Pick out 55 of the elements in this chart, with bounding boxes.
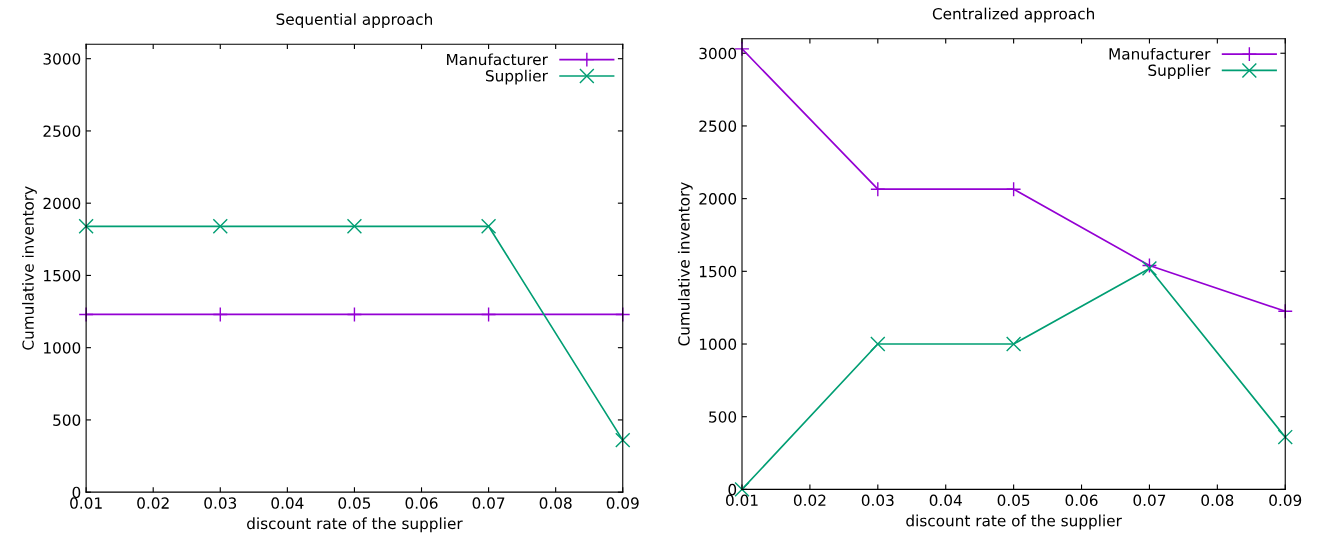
y-tick-label: 1500 (44, 269, 81, 282)
point (480, 218, 497, 234)
chart-title: Sequential approach (276, 13, 433, 28)
y-tick-label: 1000 (44, 342, 81, 354)
point (615, 432, 631, 448)
chart-title: Centralized approach (932, 7, 1094, 23)
point (1005, 181, 1022, 197)
legend-label: Supplier (485, 69, 548, 85)
x-tick-label: 0.07 (472, 497, 505, 509)
point (212, 306, 228, 323)
y-tick-label: 2500 (43, 125, 81, 137)
y-tick-label: 1000 (699, 338, 737, 351)
point (1005, 336, 1022, 352)
legend-label: Supplier (1148, 64, 1211, 79)
y-tick-label: 2000 (699, 193, 737, 205)
y-tick-label: 2500 (699, 120, 737, 132)
x-tick-label: 0.02 (793, 494, 826, 507)
x-tick-label: 0.04 (271, 497, 304, 509)
x-tick-label: 0.01 (726, 494, 758, 507)
y-tick-label: 500 (53, 414, 81, 426)
point (78, 218, 94, 234)
y-axis-title: Cumulative inventory (22, 186, 37, 350)
point (212, 218, 228, 234)
legend-label: Manufacturer (447, 53, 548, 66)
x-axis-title: discount rate of the supplier (906, 514, 1122, 530)
y-axis-title: Cumulative inventory (677, 182, 693, 346)
x-tick-label: 0.07 (1133, 494, 1166, 507)
x-tick-label: 0.09 (606, 497, 639, 509)
y-tick-label: 3000 (699, 47, 737, 60)
point (480, 306, 497, 323)
point (1277, 429, 1293, 445)
x-tick-label: 0.03 (861, 494, 894, 507)
point (346, 306, 363, 323)
y-tick-label: 500 (709, 411, 737, 423)
y-tick-label: 2000 (43, 197, 81, 210)
x-tick-label: 0.05 (338, 497, 371, 509)
x-tick-label: 0.03 (204, 497, 237, 509)
x-tick-label: 0.08 (1201, 494, 1234, 507)
x-tick-label: 0.02 (137, 497, 169, 509)
x-tick-label: 0.09 (1269, 494, 1302, 507)
y-tick-label: 0 (728, 483, 737, 496)
y-tick-label: 0 (72, 486, 81, 499)
x-axis-title: discount rate of the supplier (247, 517, 463, 533)
x-tick-label: 0.01 (70, 497, 102, 509)
point (870, 336, 886, 352)
legend-label: Manufacturer (1109, 47, 1211, 60)
y-tick-label: 1500 (699, 265, 737, 278)
point (346, 218, 363, 234)
x-tick-label: 0.08 (539, 497, 572, 509)
point (870, 181, 886, 197)
y-tick-label: 3000 (43, 53, 81, 65)
x-tick-label: 0.05 (997, 494, 1030, 507)
x-tick-label: 0.04 (929, 494, 962, 507)
x-tick-label: 0.06 (405, 497, 438, 509)
x-tick-label: 0.06 (1065, 494, 1098, 507)
